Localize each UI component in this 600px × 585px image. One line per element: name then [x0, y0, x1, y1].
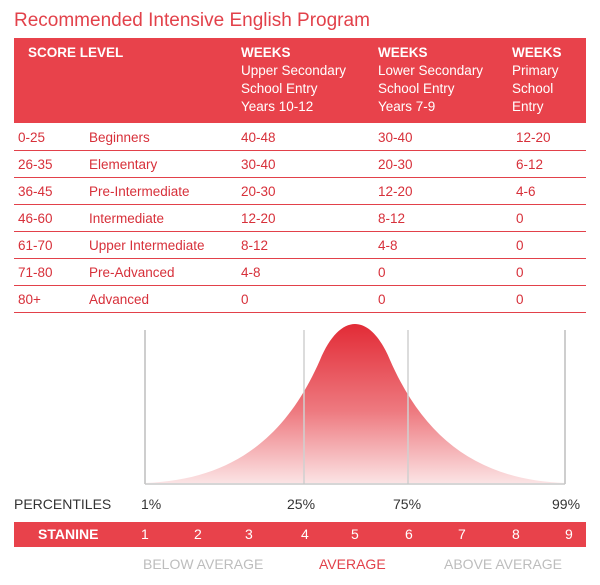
upper-weeks: 4-8 — [241, 265, 261, 280]
percentile-99: 99% — [552, 496, 581, 512]
level-name: Elementary — [89, 157, 158, 172]
average-label: AVERAGE — [319, 556, 386, 572]
stanine-bar: STANINE 1 2 3 4 5 6 7 8 9 — [14, 522, 586, 547]
primary-heading: WEEKS Primary School Entry — [512, 45, 562, 114]
lower-weeks: 20-30 — [378, 157, 413, 172]
stanine-value: 4 — [301, 526, 309, 542]
upper-weeks: 8-12 — [241, 238, 269, 253]
upper-weeks: 20-30 — [241, 184, 276, 199]
primary-weeks: 0 — [516, 292, 524, 307]
bell-curve-fill — [145, 324, 565, 483]
lower-weeks: 8-12 — [378, 211, 406, 226]
lower-secondary-heading: WEEKS Lower Secondary School Entry Years… — [378, 45, 484, 114]
score-range: 26-35 — [18, 157, 53, 172]
above-average-label: ABOVE AVERAGE — [444, 556, 563, 572]
percentile-25: 25% — [287, 496, 316, 512]
stanine-value: 9 — [565, 526, 573, 542]
percentiles-label: PERCENTILES — [14, 496, 112, 512]
table-row: 36-45 Pre-Intermediate 20-30 12-20 4-6 — [14, 178, 586, 205]
upper-secondary-heading: WEEKS Upper Secondary School Entry Years… — [241, 45, 347, 114]
stanine-value: 8 — [512, 526, 520, 542]
score-level-heading: SCORE LEVEL — [28, 45, 124, 60]
percentile-1: 1% — [141, 496, 162, 512]
upper-weeks: 40-48 — [241, 130, 276, 145]
lower-weeks: 0 — [378, 292, 386, 307]
score-range: 80+ — [18, 292, 41, 307]
lower-weeks: 0 — [378, 265, 386, 280]
score-range: 0-25 — [18, 130, 46, 145]
bell-curve — [144, 324, 566, 485]
table-header: SCORE LEVEL WEEKS Upper Secondary School… — [14, 38, 586, 123]
stanine-value: 3 — [245, 526, 253, 542]
level-name: Upper Intermediate — [89, 238, 205, 253]
table-row: 61-70 Upper Intermediate 8-12 4-8 0 — [14, 232, 586, 259]
stanine-value: 1 — [141, 526, 149, 542]
score-range: 71-80 — [18, 265, 53, 280]
level-name: Intermediate — [89, 211, 165, 226]
table-row: 0-25 Beginners 40-48 30-40 12-20 — [14, 124, 586, 151]
lower-weeks: 30-40 — [378, 130, 413, 145]
table-row: 26-35 Elementary 30-40 20-30 6-12 — [14, 151, 586, 178]
percentile-75: 75% — [393, 496, 422, 512]
lower-weeks: 4-8 — [378, 238, 398, 253]
page-title: Recommended Intensive English Program — [14, 10, 370, 31]
stanine-value: 6 — [405, 526, 413, 542]
upper-weeks: 0 — [241, 292, 249, 307]
program-table: 0-25 Beginners 40-48 30-40 12-20 26-35 E… — [14, 124, 586, 313]
stanine-value: 2 — [194, 526, 202, 542]
upper-weeks: 30-40 — [241, 157, 276, 172]
table-row: 46-60 Intermediate 12-20 8-12 0 — [14, 205, 586, 232]
level-name: Advanced — [89, 292, 150, 307]
table-row: 80+ Advanced 0 0 0 — [14, 286, 586, 313]
stanine-value: 7 — [458, 526, 466, 542]
upper-weeks: 12-20 — [241, 211, 276, 226]
primary-weeks: 6-12 — [516, 157, 544, 172]
level-name: Beginners — [89, 130, 150, 145]
score-range: 61-70 — [18, 238, 53, 253]
table-row: 71-80 Pre-Advanced 4-8 0 0 — [14, 259, 586, 286]
primary-weeks: 0 — [516, 265, 524, 280]
level-name: Pre-Intermediate — [89, 184, 190, 199]
primary-weeks: 0 — [516, 211, 524, 226]
level-name: Pre-Advanced — [89, 265, 175, 280]
primary-weeks: 12-20 — [516, 130, 551, 145]
stanine-label: STANINE — [38, 526, 99, 542]
score-range: 46-60 — [18, 211, 53, 226]
primary-weeks: 4-6 — [516, 184, 536, 199]
below-average-label: BELOW AVERAGE — [143, 556, 264, 572]
stanine-value: 5 — [351, 526, 359, 542]
primary-weeks: 0 — [516, 238, 524, 253]
lower-weeks: 12-20 — [378, 184, 413, 199]
score-range: 36-45 — [18, 184, 53, 199]
